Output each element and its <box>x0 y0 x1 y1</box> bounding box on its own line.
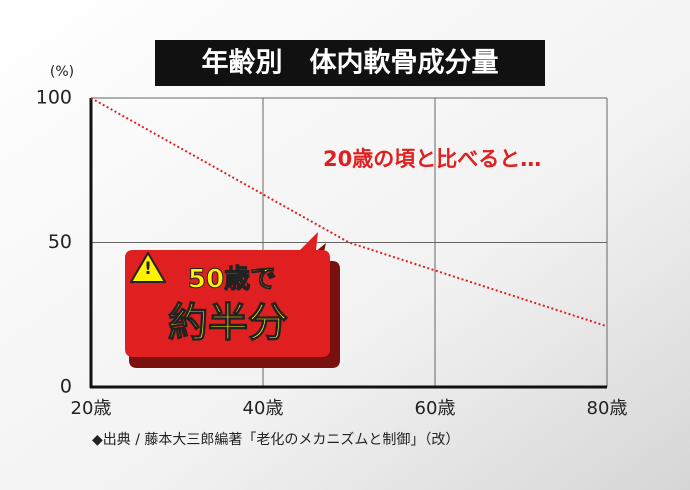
warning-mark: ! <box>144 259 152 279</box>
callout: ! 50歳で 約半分 <box>125 232 340 368</box>
x-tick-label: 20歳 <box>71 398 112 419</box>
y-axis-label: (%) <box>50 64 74 80</box>
callout-box <box>125 232 330 357</box>
annotation: 20歳の頃と比べると… <box>323 147 541 171</box>
chart-title: 年齢別 体内軟骨成分量 <box>202 47 499 79</box>
x-tick-label: 40歳 <box>243 398 284 419</box>
y-tick-label: 0 <box>60 376 72 398</box>
source: ◆出典 / 藤本大三郎編著「老化のメカニズムと制御」（改） <box>92 432 459 448</box>
warning-icon <box>130 252 166 283</box>
callout-line: 約半分 <box>168 300 288 346</box>
plot: 0 50 100 20歳 40歳 60歳 80歳 <box>36 87 628 420</box>
x-tick-label: 60歳 <box>415 398 456 419</box>
y-tick-label: 50 <box>48 231 72 253</box>
x-tick-label: 80歳 <box>587 398 628 419</box>
y-tick-label: 100 <box>36 87 72 109</box>
title-box <box>155 40 545 86</box>
callout-line: 50歳で <box>188 265 276 295</box>
